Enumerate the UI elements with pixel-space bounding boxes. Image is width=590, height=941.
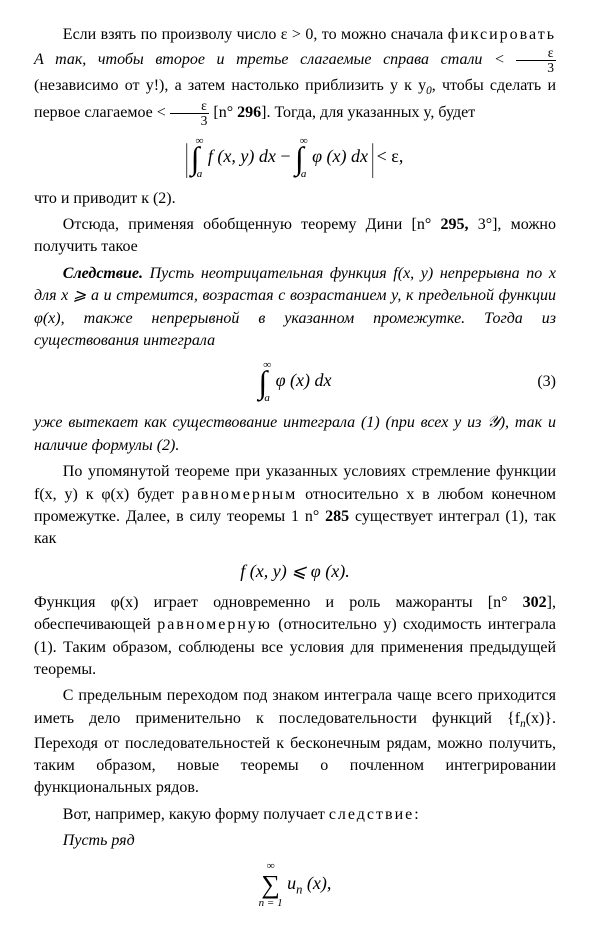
sum-sign: ∑ — [261, 872, 280, 898]
text: Если взять по произволу число ε > 0, то … — [63, 26, 448, 43]
formula-sum: ∞ ∑ n = 1 un (x), — [34, 861, 556, 909]
formula-eq3: ∫∞a φ (x) dx (3) — [34, 360, 556, 404]
text: Отсюда, применяя обобщенную теорему Дини… — [63, 216, 441, 233]
para-6: По упомянутой теореме при указанных усло… — [34, 461, 556, 551]
para-2: что и приводит к (2). — [34, 188, 556, 210]
text: ]. Тогда, для указанных y, будет — [261, 104, 475, 121]
integral-sign: ∫ — [295, 142, 304, 174]
ref: 296 — [237, 104, 261, 121]
fraction: ε3 — [170, 99, 210, 127]
text: [n° — [209, 104, 237, 121]
text: A так, чтобы второе и третье слагаемые с… — [34, 51, 516, 68]
minus: − — [280, 146, 295, 166]
integrand: f (x, y) dx — [208, 146, 276, 166]
abs-bar: | — [185, 139, 188, 177]
integrand: φ (x) dx — [312, 146, 372, 166]
corollary-lead: Следствие. — [63, 265, 143, 282]
text: Вот, например, какую форму получает — [63, 806, 329, 823]
para-7: Функция φ(x) играет одновременно и роль … — [34, 592, 556, 682]
fraction: ε3 — [516, 46, 556, 74]
abs-bar: | — [371, 139, 374, 177]
ref: 295, — [440, 216, 468, 233]
text: (независимо от y!), а затем настолько пр… — [34, 77, 426, 94]
integral-sign: ∫ — [258, 366, 267, 398]
text: Функция φ(x) играет одновременно и роль … — [34, 594, 523, 611]
para-8: С предельным переходом под знаком интегр… — [34, 685, 556, 799]
spaced-word: равномерную — [157, 616, 272, 633]
integrand: φ (x) dx — [276, 370, 332, 390]
spaced-word: фиксировать — [448, 26, 556, 43]
formula-integral-diff: | ∫∞a f (x, y) dx − ∫∞a φ (x) dx | < ε, — [34, 136, 556, 180]
lt-eps: < ε, — [377, 146, 404, 166]
corollary: Следствие. Пусть неотрицательная функция… — [34, 263, 556, 353]
ref: 302 — [523, 594, 547, 611]
para-1: Если взять по произволу число ε > 0, то … — [34, 24, 556, 128]
equation-number: (3) — [537, 371, 556, 393]
para-3: Отсюда, применяя обобщенную теорему Дини… — [34, 214, 556, 259]
para-5: уже вытекает как существование интеграла… — [34, 412, 556, 457]
formula-ineq: f (x, y) ⩽ φ (x). — [34, 559, 556, 584]
integral-sign: ∫ — [191, 142, 200, 174]
para-10: Пусть ряд — [34, 830, 556, 852]
sum-stack: ∞ ∑ n = 1 — [259, 861, 283, 909]
ref: 285 — [325, 508, 349, 525]
text: С предельным переходом под знаком интегр… — [34, 687, 556, 726]
spaced-word: равномерным — [182, 486, 298, 503]
spaced-word: следствие: — [329, 806, 421, 823]
summand: un (x), — [287, 873, 331, 893]
para-9: Вот, например, какую форму получает след… — [34, 804, 556, 826]
